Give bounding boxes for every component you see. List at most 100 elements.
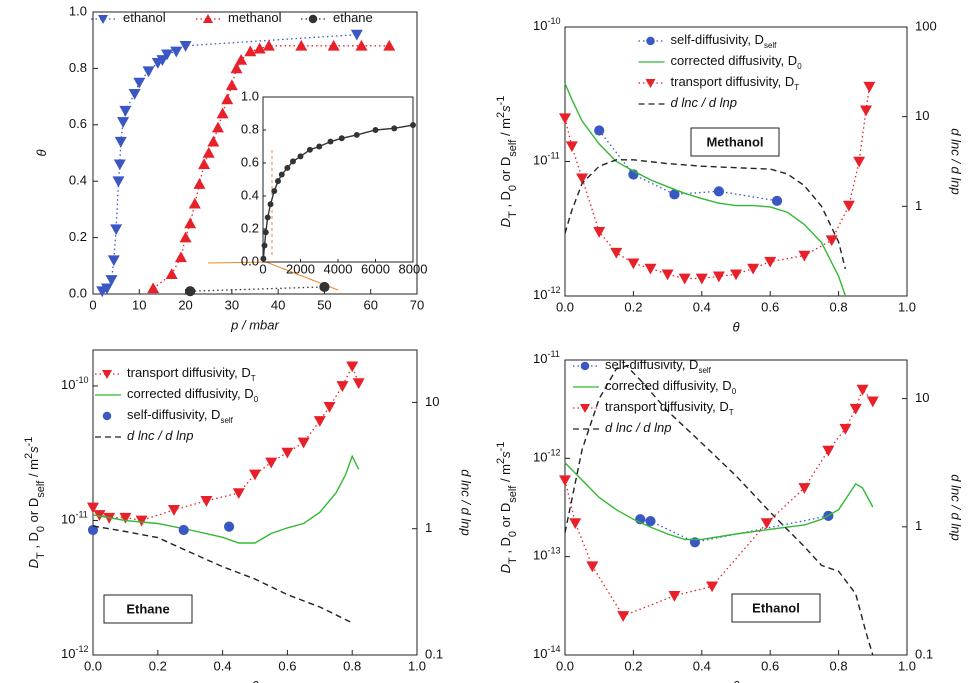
legend-marker [102,370,112,379]
x-tick-label: 30 [225,297,239,312]
point [391,125,398,132]
point [265,457,278,469]
legend-subscript: self [220,416,233,425]
y-tick-label: 10-12 [533,285,560,302]
point [327,138,334,145]
tick-exponent: -11 [547,349,559,359]
label-part: / m [26,459,41,481]
point [825,235,838,247]
tick-exponent: -12 [547,448,560,458]
y-tick-label: 0.4 [241,187,259,202]
legend-name: d lnc / d lnp [605,420,672,435]
annotation-box [731,593,821,623]
legend-name: self-diffusivity, D [127,407,220,422]
x-tick-label: 0.2 [624,658,642,673]
point [323,401,336,413]
point [764,256,777,268]
point [262,229,269,236]
tick-base: 10 [533,548,547,563]
point [178,524,189,536]
point [617,611,630,622]
label-part: 2 [495,458,507,464]
label-part: self [35,480,47,498]
x-tick-label: 10 [132,297,146,312]
y2-tick-label: 10 [425,394,439,409]
y-tick-label: 10-10 [61,375,88,392]
annotation: Methanol [706,134,763,149]
label-part: T [507,211,519,218]
x-tick-label: 0.0 [556,658,574,673]
x-tick-label: 4000 [324,261,353,276]
label-part: / m [498,118,513,140]
point [193,178,206,189]
point [271,188,278,195]
point [853,156,866,168]
plot-frame [92,349,418,656]
point [678,273,691,285]
point [174,251,187,263]
point [267,201,274,208]
point [319,281,330,293]
x-tick-label: 20 [178,297,192,312]
x-tick-label: 0.6 [761,658,779,673]
x-tick-label: 0.6 [278,658,296,673]
label-part: or D [26,498,41,526]
label-part: or D [498,157,513,185]
x-axis-label: p / mbar [230,317,279,332]
label-part: T [507,557,519,564]
point [221,93,234,105]
annotation-box [690,127,780,157]
legend-subscript: 0 [254,395,259,404]
point [346,361,359,373]
x-tick-label: 0.2 [624,299,642,314]
y-tick-label: 10-13 [533,546,560,563]
y-tick-label: 10-10 [533,16,560,33]
tick-exponent: -12 [547,285,560,295]
label-part: / m [498,464,513,486]
y-tick-label: 0.2 [69,229,87,244]
point [107,255,120,267]
x-tick-label: 70 [410,297,424,312]
label-part: T [35,552,47,559]
y-axis-label: DT , D0 or Dself / m2s-1 [23,437,47,569]
tick-base: 10 [61,512,75,527]
annotation-box [103,594,193,624]
tick-exponent: -14 [547,644,560,654]
point [275,178,281,185]
x-tick-label: 2000 [286,261,315,276]
label-part: -1 [23,437,35,447]
label-part: D [26,559,41,568]
series-line [564,462,874,541]
legend-name: ethanol [123,10,166,25]
point [168,505,180,516]
y2-tick-label: 0.1 [425,646,443,661]
legend-label: transport diffusivity, DT [605,399,734,416]
legend-subscript: T [729,408,734,417]
point [569,518,582,529]
legend-subscript: self [764,41,777,50]
label-part: self [507,485,519,503]
x-tick-label: 1.0 [408,658,426,673]
point [559,475,571,487]
legend-marker [308,14,318,24]
point [372,127,379,133]
point [353,131,360,138]
legend-subscript: 0 [797,62,802,71]
y2-tick-label: 0.1 [915,646,933,661]
point [822,445,835,457]
point [661,269,674,281]
point [100,283,113,295]
zoom-line [207,261,267,264]
y-tick-label: 0.0 [241,253,259,268]
x-tick-label: 6000 [361,261,390,276]
legend-label: transport diffusivity, DT [127,365,256,382]
x-axis-label: θ [732,678,739,683]
legend-name: methanol [228,10,282,25]
label-part: D [498,218,513,227]
tick-exponent: -11 [75,510,87,520]
x-tick-label: 0.8 [343,658,361,673]
x-tick-label: 0.4 [693,658,711,673]
point [135,515,148,527]
tick-exponent: -13 [547,546,560,556]
